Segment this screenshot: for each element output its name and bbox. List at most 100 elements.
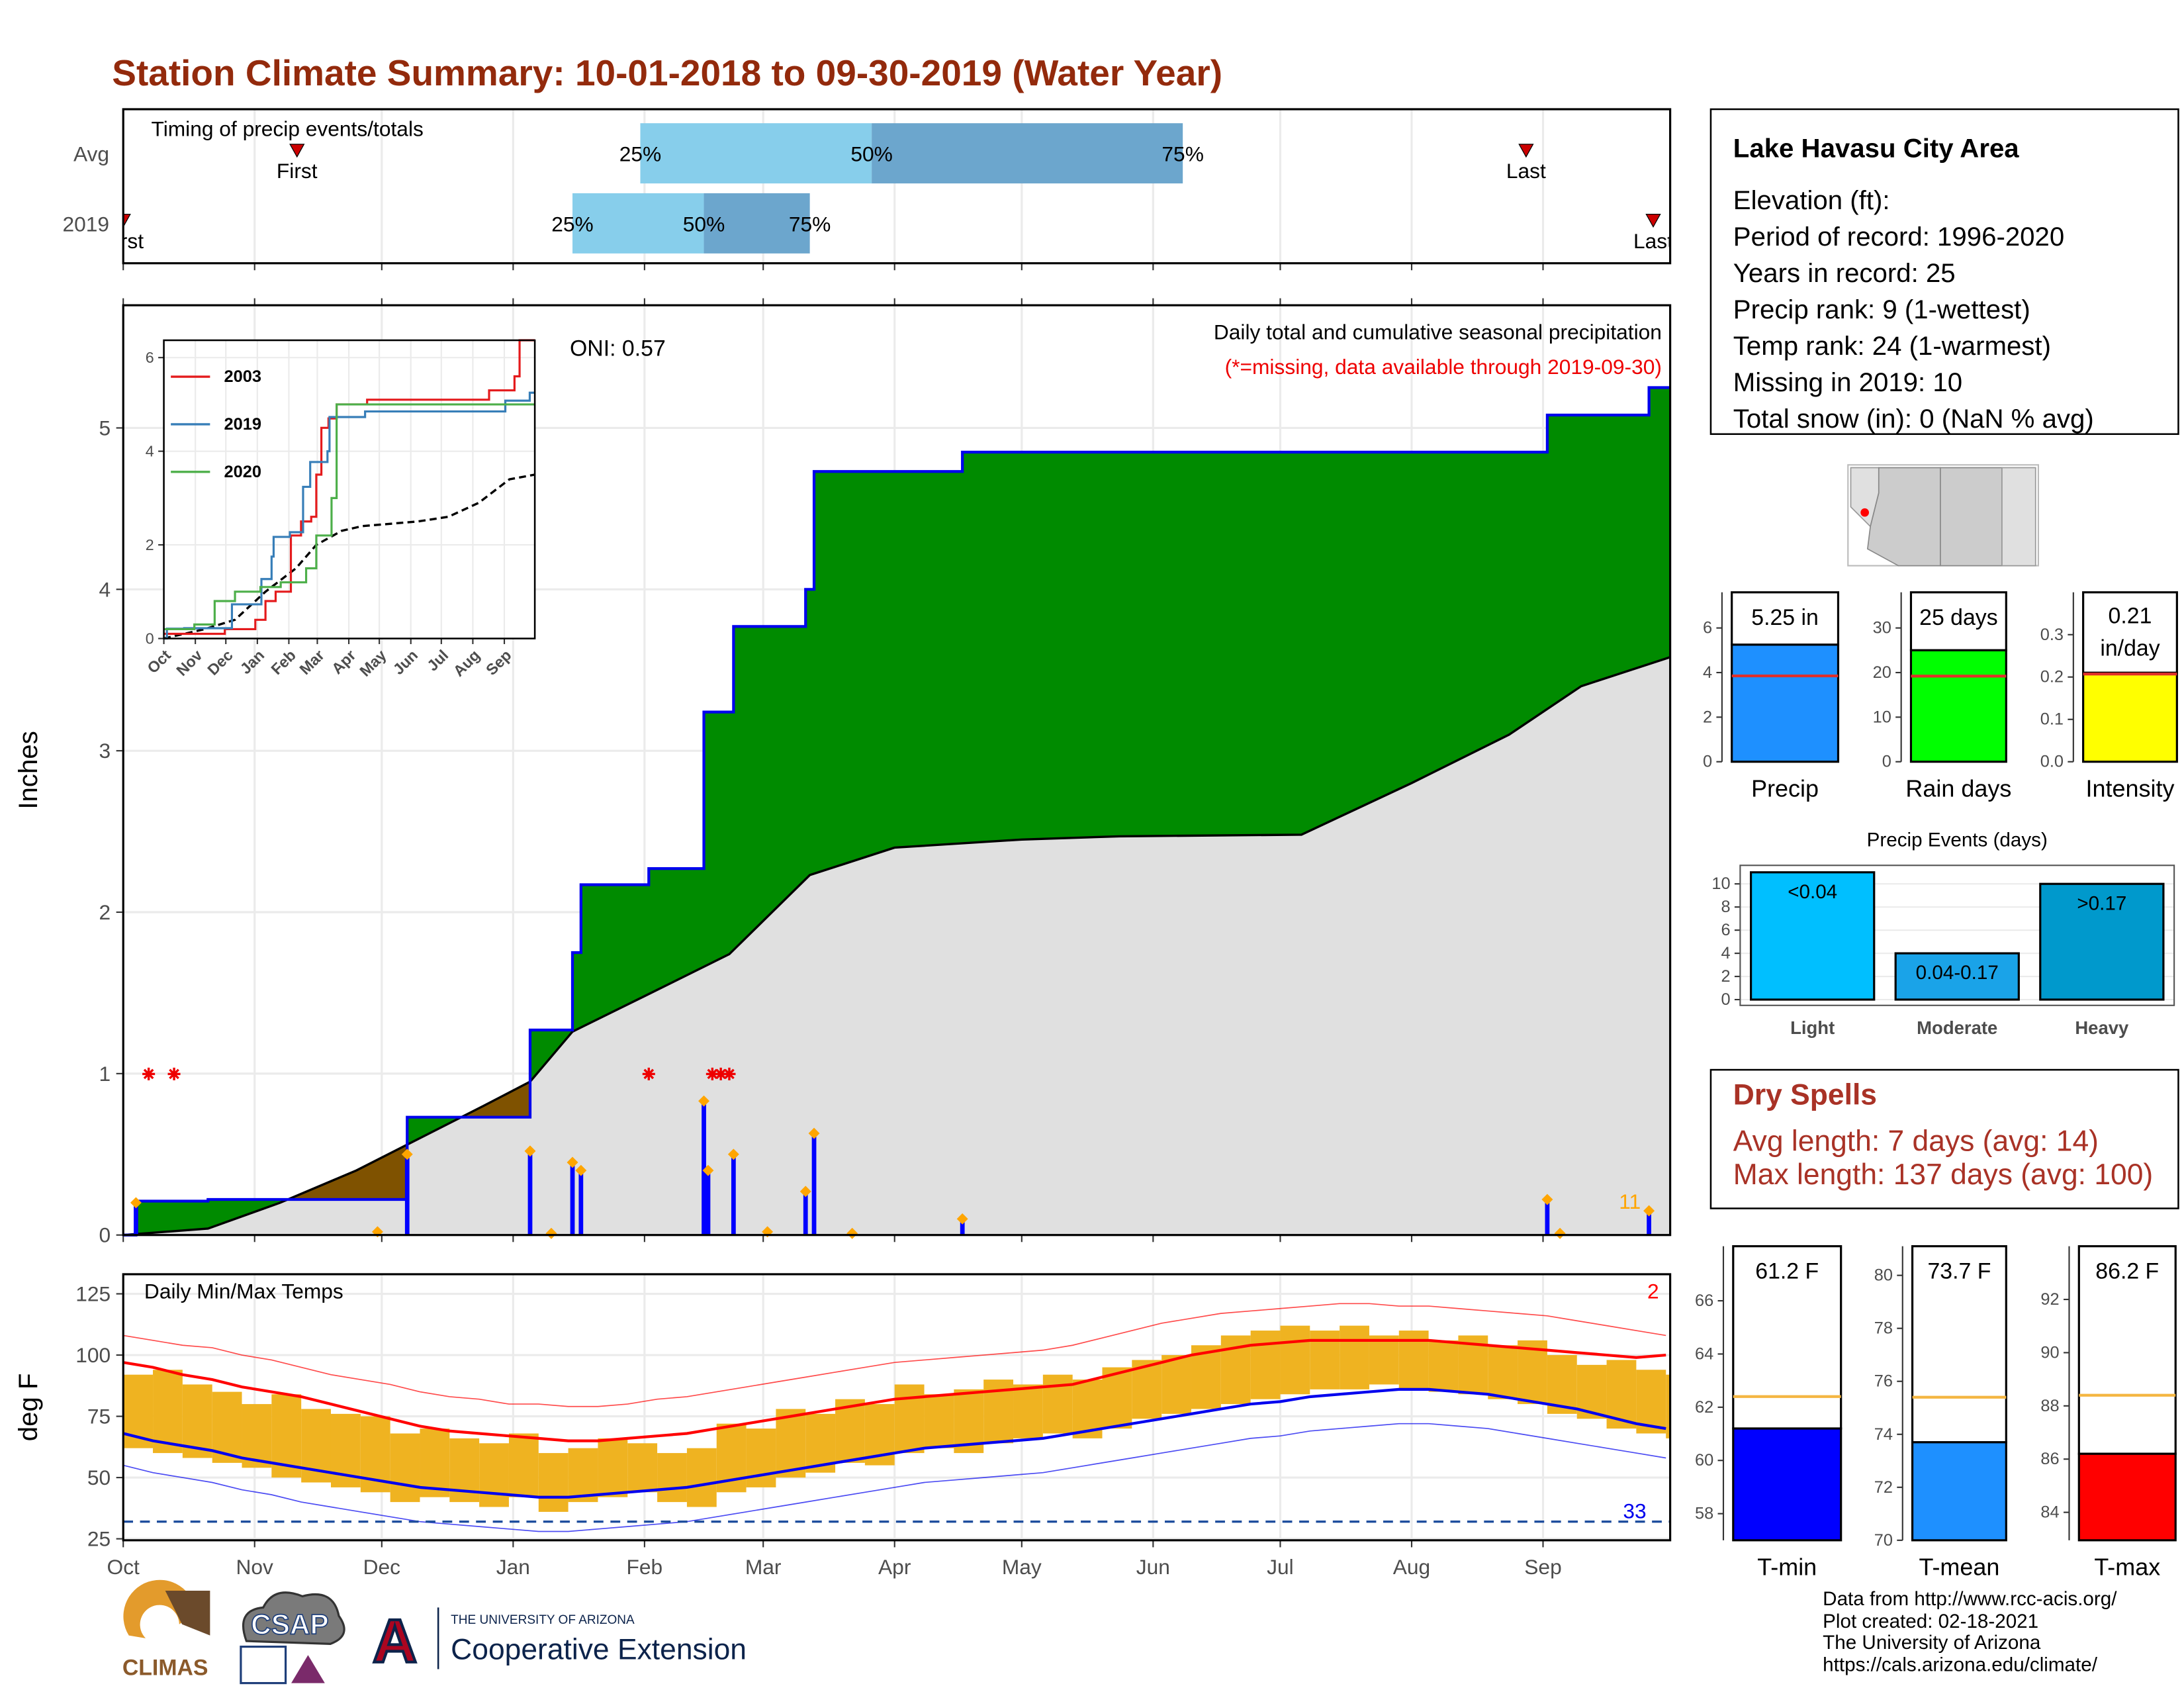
- y-tick-label: 3: [99, 739, 111, 763]
- y-tick-label: 70: [1874, 1531, 1893, 1550]
- legend-label: 2020: [224, 463, 261, 481]
- csap-logo-cloud: [242, 1591, 345, 1645]
- observed-range-bar: [1161, 1355, 1191, 1414]
- x-tick-label: Dec: [363, 1555, 401, 1579]
- y-tick-label: 4: [146, 443, 154, 460]
- chart-title: Daily Min/Max Temps: [144, 1279, 343, 1303]
- y-tick-label: 50: [87, 1466, 111, 1489]
- quartile-label: 50%: [683, 212, 725, 236]
- quartile-label: 50%: [850, 142, 892, 166]
- y-tick-label: 64: [1695, 1344, 1713, 1363]
- value-label: 25 days: [1919, 605, 1997, 630]
- bar: [1894, 952, 2020, 1001]
- y-tick-label: 60: [1695, 1451, 1713, 1470]
- category-label: T-min: [1757, 1554, 1817, 1581]
- footer: Data from http://www.rcc-acis.org/ Plot …: [1823, 1588, 2117, 1675]
- y-tick-label: 100: [75, 1343, 111, 1367]
- locator-map: [1847, 464, 2040, 567]
- oni-label: ONI: 0.57: [570, 336, 666, 361]
- event-marker: [698, 1095, 710, 1107]
- observed-range-bar: [835, 1399, 865, 1463]
- x-tick-label: Nov: [236, 1555, 274, 1579]
- y-tick-label: 1: [99, 1062, 111, 1086]
- daily-bar: [527, 1150, 533, 1235]
- y-tick-label: 88: [2040, 1397, 2059, 1415]
- y-tick-label: 75: [87, 1405, 111, 1429]
- row-label: Avg: [73, 142, 109, 166]
- quartile-bar: [704, 193, 810, 254]
- observed-range-bar: [598, 1438, 628, 1497]
- y-tick-label: 0: [1721, 990, 1730, 1009]
- category-label: T-max: [2094, 1554, 2160, 1581]
- info-line: Temp rank: 24 (1-warmest): [1733, 331, 2051, 361]
- y-axis-label: Inches: [13, 731, 43, 809]
- bar: [2082, 671, 2178, 763]
- timing-marker: [1645, 214, 1661, 228]
- y-tick-label: 66: [1695, 1291, 1713, 1310]
- info-line: Missing in 2019: 10: [1733, 367, 1962, 397]
- observed-range-bar: [1102, 1367, 1132, 1429]
- y-tick-label: 0: [1703, 753, 1712, 771]
- timing-rows: 25% 50% 75% First Last 25% 50% 75% First Last: [123, 123, 1673, 254]
- y-tick-label: 62: [1695, 1398, 1713, 1417]
- climas-logo-shape: [165, 1590, 210, 1636]
- label-box: [2077, 1245, 2177, 1455]
- csap-logo-shape: [240, 1646, 287, 1685]
- y-tick-label: 58: [1695, 1505, 1713, 1523]
- value-label: 61.2 F: [1755, 1259, 1819, 1284]
- timing-marker: [1518, 144, 1534, 158]
- quartile-label: 75%: [789, 212, 831, 236]
- footer-line: The University of Arizona: [1823, 1632, 2041, 1654]
- category-label: Precip: [1751, 774, 1819, 802]
- legend-label: 2003: [224, 367, 261, 386]
- csap-logo-text: CSAP: [251, 1609, 329, 1640]
- station-info: Lake Havasu City Area Elevation (ft): Pe…: [1709, 108, 2179, 436]
- daily-bar: [134, 1202, 138, 1235]
- daily-bar: [960, 1219, 965, 1235]
- daily-bar: [705, 1170, 711, 1235]
- x-tick-label: Apr: [878, 1555, 911, 1579]
- category-label: Rain days: [1905, 774, 2011, 802]
- value-label: 73.7 F: [1927, 1259, 1991, 1284]
- y-tick-label: 20: [1873, 663, 1891, 682]
- high-count: 2: [1647, 1279, 1659, 1303]
- event-marker: [524, 1145, 536, 1157]
- timing-marker-label: First: [277, 159, 318, 183]
- average-max-line: [122, 1338, 1666, 1442]
- row-label: 2019: [62, 212, 109, 236]
- y-tick-label: 10: [1873, 708, 1891, 726]
- average-line: [123, 656, 1671, 1237]
- category-label: Light: [1790, 1017, 1835, 1038]
- y-axis-label: deg F: [13, 1373, 43, 1441]
- average-line: [163, 473, 535, 640]
- dry-spells-line: Max length: 137 days (avg: 100): [1733, 1158, 2153, 1191]
- y-tick-label: 8: [1721, 898, 1730, 916]
- observed-range-bar: [657, 1453, 687, 1503]
- y-tick-label: 74: [1874, 1425, 1893, 1444]
- event-marker: [956, 1213, 968, 1225]
- label-box: [1731, 591, 1840, 646]
- y-tick-label: 6: [1703, 619, 1712, 637]
- footer-line: Data from http://www.rcc-acis.org/: [1823, 1588, 2117, 1610]
- y-tick-label: 84: [2040, 1503, 2059, 1522]
- observed-range-bar: [538, 1453, 569, 1512]
- event-marker: [401, 1149, 413, 1160]
- missing-marker: [723, 1067, 736, 1080]
- observed-range-bar: [153, 1370, 183, 1454]
- observed-range-bar: [627, 1443, 658, 1493]
- quartile-label: 25%: [619, 142, 661, 166]
- y-tick-label: 2: [1721, 967, 1730, 986]
- arizona-logo-text: THE UNIVERSITY OF ARIZONA: [451, 1613, 635, 1627]
- timing-marker-label: Last: [1633, 229, 1673, 253]
- record-min-line: [123, 1423, 1666, 1532]
- y-tick-label: 6: [1721, 921, 1730, 939]
- y-tick-label: 0.1: [2040, 710, 2064, 729]
- x-tick-label: Sep: [1524, 1555, 1561, 1579]
- map-state: [2001, 467, 2036, 567]
- map-state: [1866, 467, 1941, 567]
- y-tick-label: 0: [99, 1223, 111, 1247]
- bar: [1750, 871, 1876, 1001]
- chart-title: Daily total and cumulative seasonal prec…: [1214, 320, 1662, 344]
- x-tick-label: Oct: [107, 1555, 140, 1579]
